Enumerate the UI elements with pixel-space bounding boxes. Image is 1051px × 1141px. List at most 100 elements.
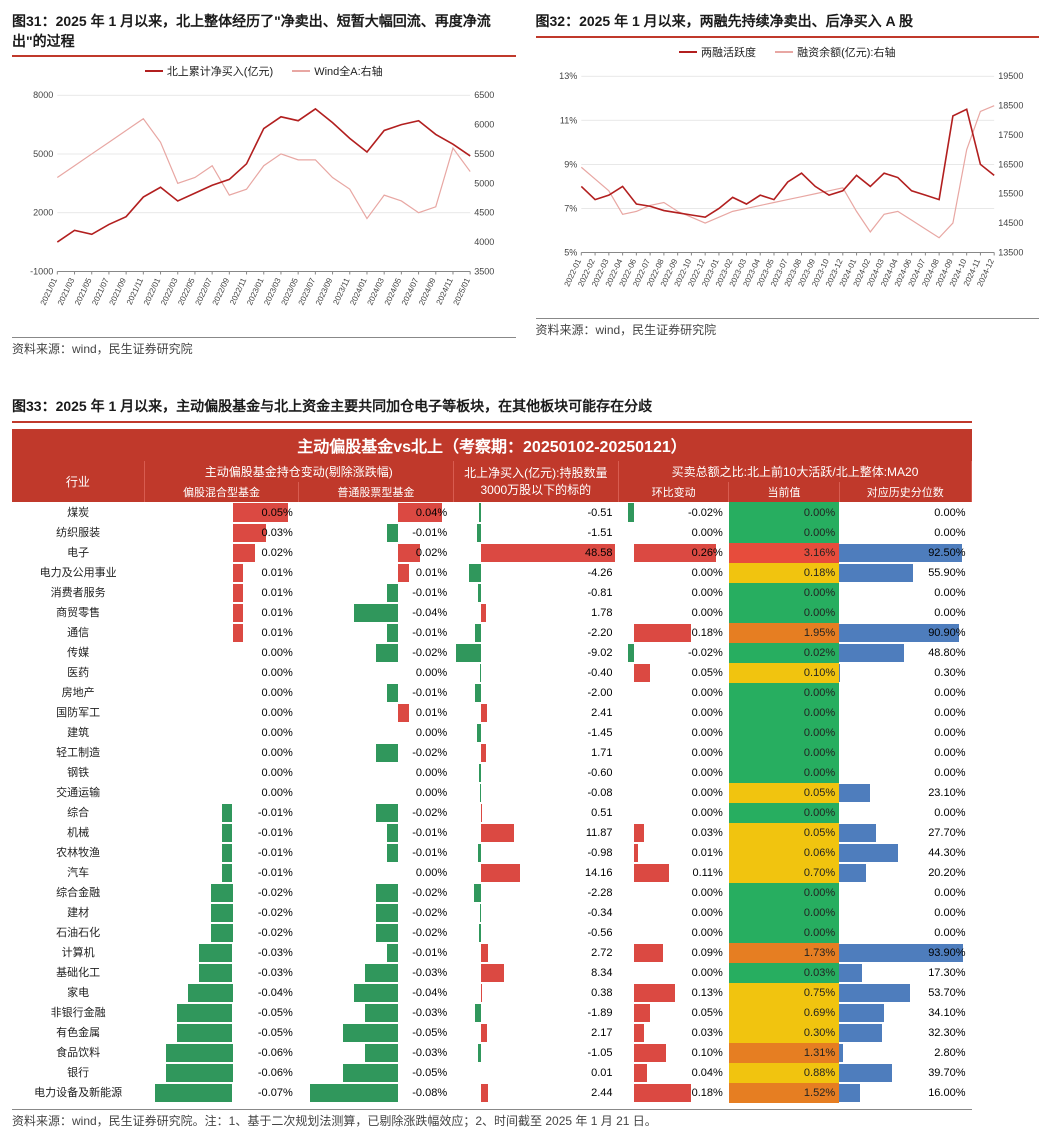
chg-cell: 0.00% — [619, 783, 729, 803]
fund2-cell: 0.00% — [299, 783, 453, 803]
fund2-cell: -0.02% — [299, 803, 453, 823]
svg-text:5000: 5000 — [474, 179, 494, 189]
fund1-cell: 0.02% — [144, 543, 298, 563]
chg-cell: 0.00% — [619, 883, 729, 903]
fund1-cell: -0.03% — [144, 963, 298, 983]
cur-cell: 0.10% — [729, 663, 839, 683]
fund1-cell: -0.01% — [144, 863, 298, 883]
chg-cell: 0.00% — [619, 923, 729, 943]
cur-cell: 1.31% — [729, 1043, 839, 1063]
cur-cell: 1.73% — [729, 943, 839, 963]
fund2-cell: 0.00% — [299, 863, 453, 883]
table-row: 建材-0.02%-0.02%-0.340.00%0.00%0.00% — [12, 903, 972, 923]
svg-text:11%: 11% — [559, 115, 576, 125]
hist-cell: 2.80% — [839, 1043, 971, 1063]
chg-cell: 0.00% — [619, 563, 729, 583]
fund1-cell: -0.02% — [144, 903, 298, 923]
industry-name: 基础化工 — [12, 963, 144, 983]
hist-cell: 32.30% — [839, 1023, 971, 1043]
fund1-cell: -0.04% — [144, 983, 298, 1003]
netbuy-cell: -0.60 — [453, 763, 618, 783]
cur-cell: 0.75% — [729, 983, 839, 1003]
table-row: 通信0.01%-0.01%-2.200.18%1.95%90.90% — [12, 623, 972, 643]
table-row: 煤炭0.05%0.04%-0.51-0.02%0.00%0.00% — [12, 502, 972, 523]
fund1-cell: 0.00% — [144, 783, 298, 803]
cur-cell: 1.95% — [729, 623, 839, 643]
fund2-cell: -0.01% — [299, 583, 453, 603]
chg-cell: 0.00% — [619, 603, 729, 623]
table-head: 行业主动偏股基金持仓变动(剔除涨跌幅)北上净买入(亿元):持股数量3000万股以… — [12, 461, 972, 502]
table-row: 传媒0.00%-0.02%-9.02-0.02%0.02%48.80% — [12, 643, 972, 663]
industry-name: 石油石化 — [12, 923, 144, 943]
chg-cell: 0.00% — [619, 723, 729, 743]
chart32-legend: 两融活跃度 融资余额(亿元):右轴 — [536, 44, 1040, 60]
fund2-cell: -0.08% — [299, 1083, 453, 1103]
table-row: 综合金融-0.02%-0.02%-2.280.00%0.00%0.00% — [12, 883, 972, 903]
fund1-cell: 0.01% — [144, 583, 298, 603]
table-row: 综合-0.01%-0.02%0.510.00%0.00%0.00% — [12, 803, 972, 823]
netbuy-cell: 11.87 — [453, 823, 618, 843]
svg-text:3500: 3500 — [474, 267, 494, 277]
netbuy-cell: 0.51 — [453, 803, 618, 823]
legend-swatch — [145, 70, 163, 72]
table-row: 房地产0.00%-0.01%-2.000.00%0.00%0.00% — [12, 683, 972, 703]
netbuy-cell: 8.34 — [453, 963, 618, 983]
netbuy-cell: 2.72 — [453, 943, 618, 963]
netbuy-cell: 2.44 — [453, 1083, 618, 1103]
table-row: 建筑0.00%0.00%-1.450.00%0.00%0.00% — [12, 723, 972, 743]
netbuy-cell: -1.45 — [453, 723, 618, 743]
fund2-cell: 0.01% — [299, 703, 453, 723]
industry-name: 机械 — [12, 823, 144, 843]
table-row: 钢铁0.00%0.00%-0.600.00%0.00%0.00% — [12, 763, 972, 783]
chg-cell: 0.00% — [619, 803, 729, 823]
netbuy-cell: -1.51 — [453, 523, 618, 543]
table-row: 消费者服务0.01%-0.01%-0.810.00%0.00%0.00% — [12, 583, 972, 603]
chart31-legend-2: Wind全A:右轴 — [292, 63, 382, 79]
svg-text:5500: 5500 — [474, 149, 494, 159]
fund2-cell: -0.03% — [299, 1043, 453, 1063]
chg-cell: 0.00% — [619, 903, 729, 923]
svg-text:5000: 5000 — [33, 149, 53, 159]
industry-name: 通信 — [12, 623, 144, 643]
table-row: 计算机-0.03%-0.01%2.720.09%1.73%93.90% — [12, 943, 972, 963]
chg-cell: 0.00% — [619, 523, 729, 543]
chg-cell: 0.18% — [619, 1083, 729, 1103]
svg-text:15500: 15500 — [998, 188, 1023, 198]
charts-row: 图31：2025 年 1 月以来，北上整体经历了"净卖出、短暂大幅回流、再度净流… — [12, 12, 1039, 357]
chg-cell: 0.00% — [619, 743, 729, 763]
cur-cell: 0.00% — [729, 703, 839, 723]
legend-label: 两融活跃度 — [701, 44, 756, 60]
chart33-title: 图33：2025 年 1 月以来，主动偏股基金与北上资金主要共同加仓电子等板块，… — [12, 397, 972, 423]
table-row: 食品饮料-0.06%-0.03%-1.050.10%1.31%2.80% — [12, 1043, 972, 1063]
industry-name: 建筑 — [12, 723, 144, 743]
cur-cell: 0.00% — [729, 603, 839, 623]
table-row: 机械-0.01%-0.01%11.870.03%0.05%27.70% — [12, 823, 972, 843]
fund2-cell: -0.03% — [299, 963, 453, 983]
table-body: 煤炭0.05%0.04%-0.51-0.02%0.00%0.00%纺织服装0.0… — [12, 502, 972, 1103]
netbuy-cell: 1.71 — [453, 743, 618, 763]
fund2-cell: -0.01% — [299, 823, 453, 843]
table-row: 纺织服装0.03%-0.01%-1.510.00%0.00%0.00% — [12, 523, 972, 543]
hist-cell: 44.30% — [839, 843, 971, 863]
chg-cell: 0.09% — [619, 943, 729, 963]
chg-cell: 0.03% — [619, 1023, 729, 1043]
chart33-panel: 图33：2025 年 1 月以来，主动偏股基金与北上资金主要共同加仓电子等板块，… — [12, 397, 972, 1129]
industry-name: 消费者服务 — [12, 583, 144, 603]
fund2-cell: 0.04% — [299, 502, 453, 523]
chart32-svg: 5%7%9%11%13%1350014500155001650017500185… — [536, 62, 1040, 312]
fund2-cell: -0.04% — [299, 983, 453, 1003]
chart32-source: 资料来源：wind，民生证券研究院 — [536, 318, 1040, 338]
industry-name: 医药 — [12, 663, 144, 683]
svg-text:13500: 13500 — [998, 247, 1023, 257]
industry-name: 电力设备及新能源 — [12, 1083, 144, 1103]
svg-text:9%: 9% — [564, 159, 577, 169]
fund1-cell: 0.00% — [144, 763, 298, 783]
industry-name: 轻工制造 — [12, 743, 144, 763]
cur-cell: 0.00% — [729, 743, 839, 763]
chg-cell: -0.02% — [619, 502, 729, 523]
hist-cell: 0.00% — [839, 583, 971, 603]
chg-cell: 0.13% — [619, 983, 729, 1003]
legend-label: 融资余额(亿元):右轴 — [797, 44, 895, 60]
industry-name: 计算机 — [12, 943, 144, 963]
table-row: 石油石化-0.02%-0.02%-0.560.00%0.00%0.00% — [12, 923, 972, 943]
